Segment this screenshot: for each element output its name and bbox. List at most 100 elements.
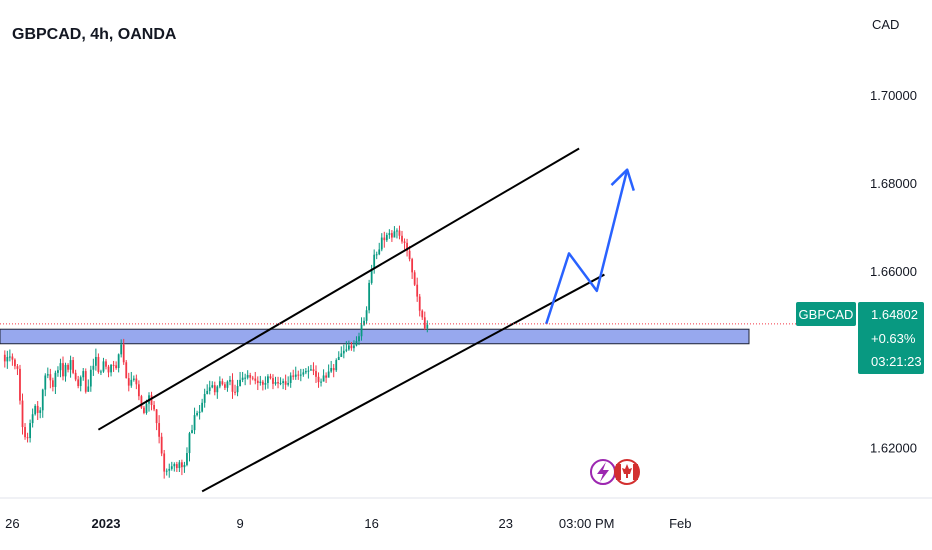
candle [72, 356, 75, 375]
candle-body [231, 379, 234, 392]
candle-body [150, 395, 153, 406]
economic-event-icon[interactable] [590, 459, 616, 485]
candle [206, 384, 209, 395]
candle-body [39, 410, 42, 413]
candle [274, 376, 277, 386]
canada-flag-icon[interactable] [614, 459, 640, 485]
candle [335, 358, 338, 372]
candle-body [393, 231, 396, 238]
candle-body [294, 374, 297, 377]
candle-body [370, 268, 373, 283]
candle-body [216, 386, 219, 393]
channel-upper-line[interactable] [97, 147, 580, 431]
candle [41, 388, 44, 418]
y-tick-label: 1.66000 [870, 264, 917, 279]
candle-body [289, 375, 292, 383]
candle [97, 353, 100, 374]
candle-body [19, 368, 21, 401]
symbol-badge-label: GBPCAD [799, 307, 854, 322]
candle-body [355, 341, 358, 346]
candle [350, 341, 353, 351]
candle-body [102, 361, 105, 372]
candle [100, 369, 102, 376]
candle [355, 336, 358, 347]
candle-body [203, 393, 206, 403]
candle-body [350, 345, 353, 349]
candle [87, 379, 90, 392]
candle [315, 365, 317, 383]
candle-body [145, 403, 148, 413]
y-axis[interactable]: 1.62000 1.66000 1.68000 1.70000 [870, 88, 917, 456]
candle-body [196, 412, 198, 416]
candle-body [403, 241, 406, 243]
chart-title: GBPCAD, 4h, OANDA [12, 26, 177, 43]
candle-body [3, 354, 6, 362]
trendlines-layer [97, 147, 635, 493]
candle-body [322, 375, 325, 382]
candle [287, 376, 290, 387]
candle [284, 374, 287, 391]
candle [304, 367, 307, 375]
candle-body [375, 254, 378, 256]
candle-body [100, 371, 102, 373]
candle [163, 449, 166, 479]
candle [396, 228, 398, 239]
candle-body [251, 377, 254, 379]
candle [292, 369, 295, 380]
candle [46, 367, 49, 379]
candle-body [284, 381, 287, 385]
candle-body [317, 376, 320, 383]
candle-body [82, 371, 85, 378]
candle [229, 375, 231, 386]
candle [259, 375, 262, 386]
projection-arrowhead [610, 168, 635, 192]
candle-body [249, 375, 252, 378]
candle [337, 351, 340, 361]
candle [267, 374, 269, 389]
candle-body [130, 379, 133, 386]
candle [289, 372, 292, 388]
candle [69, 355, 72, 378]
candle [307, 366, 310, 379]
candle [168, 463, 171, 478]
candle-body [62, 363, 64, 377]
candle-body [327, 371, 330, 378]
candle [112, 360, 115, 372]
candle-body [143, 407, 145, 413]
candle-body [342, 350, 345, 354]
x-axis[interactable]: 26 2023 9 16 23 03:00 PM Feb [0, 497, 932, 531]
candle [249, 372, 252, 385]
candle-body [69, 360, 72, 370]
candle [140, 394, 143, 409]
candle-body [54, 372, 57, 387]
candle [378, 242, 381, 256]
candle-body [112, 364, 115, 366]
price-change-label: +0.63% [871, 331, 916, 346]
candle-body [178, 462, 181, 469]
x-tick-label: 16 [364, 516, 378, 531]
candle [110, 364, 112, 377]
candle-body [153, 405, 155, 410]
candle [89, 365, 92, 392]
candle [269, 373, 272, 380]
candle-body [332, 367, 335, 371]
candle-body [297, 374, 300, 376]
projection-path[interactable] [545, 169, 629, 325]
candle-body [256, 380, 259, 383]
candle-body [398, 230, 401, 236]
candle-body [84, 371, 87, 392]
channel-lower-line[interactable] [201, 273, 605, 493]
candle [178, 460, 181, 472]
candle [353, 340, 355, 352]
candle-body [335, 360, 338, 371]
candle-body [390, 233, 393, 238]
candle [173, 462, 176, 472]
candle-body [57, 370, 59, 373]
candle-body [46, 374, 49, 376]
support-zone[interactable] [0, 328, 750, 345]
candle [44, 373, 47, 397]
candle [8, 349, 11, 362]
x-tick-label: 2023 [92, 516, 121, 531]
candle-body [188, 433, 191, 454]
